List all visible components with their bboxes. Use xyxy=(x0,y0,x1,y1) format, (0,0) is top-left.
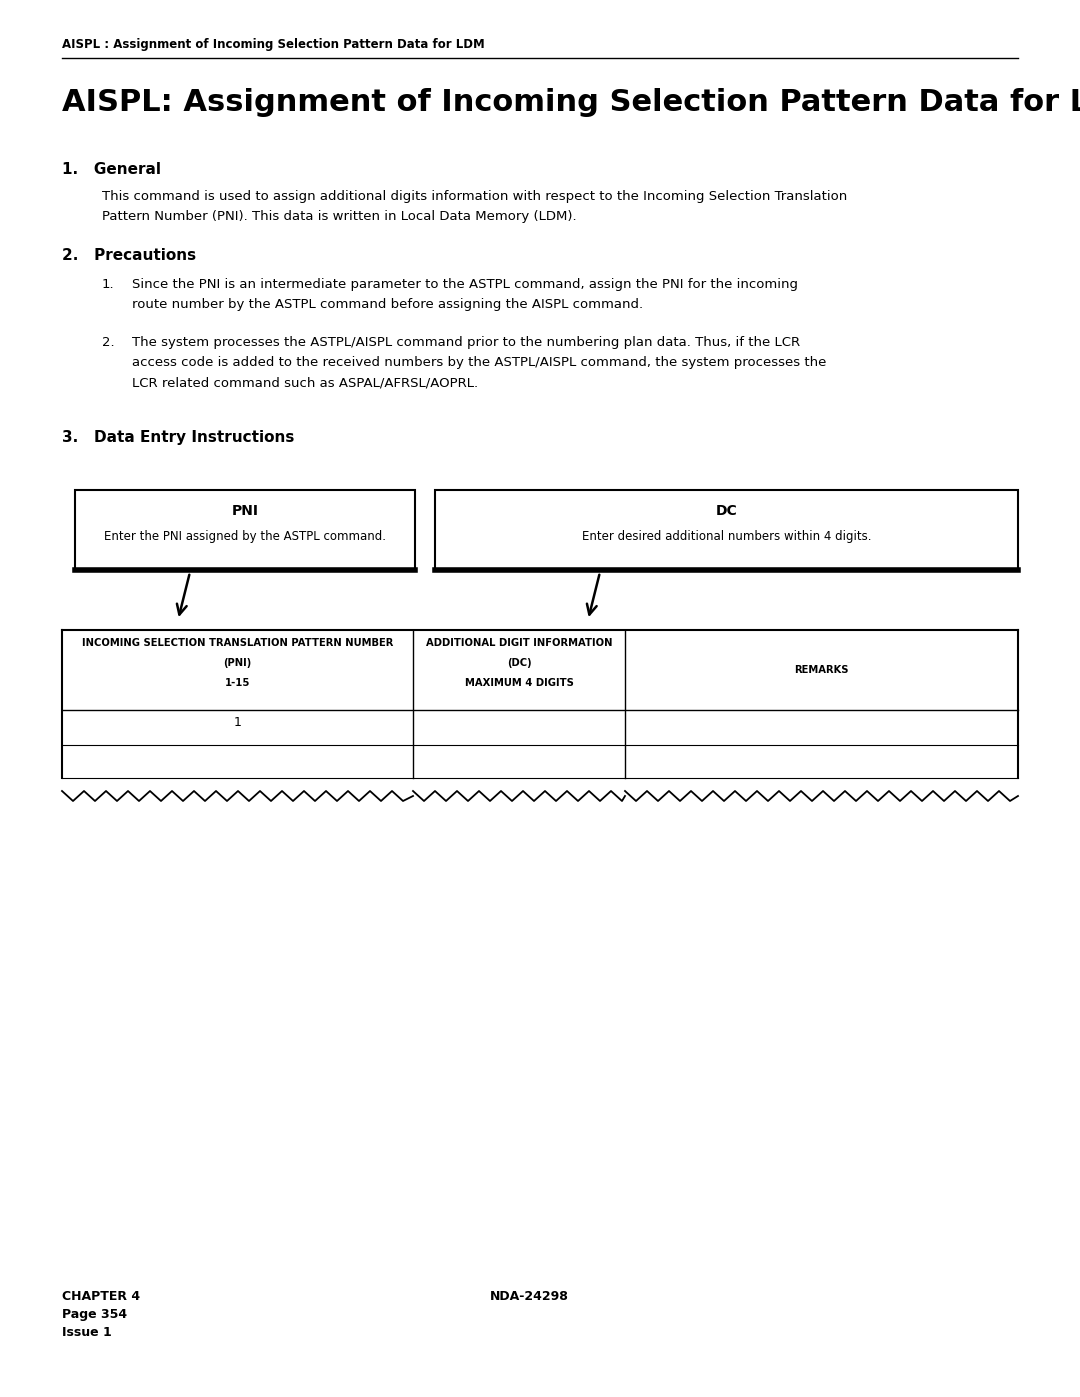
Text: The system processes the ASTPL/AISPL command prior to the numbering plan data. T: The system processes the ASTPL/AISPL com… xyxy=(132,337,800,349)
Text: (PNI): (PNI) xyxy=(224,658,252,668)
Text: LCR related command such as ASPAL/AFRSL/AOPRL.: LCR related command such as ASPAL/AFRSL/… xyxy=(132,376,478,388)
Text: 1: 1 xyxy=(233,715,242,728)
Text: ADDITIONAL DIGIT INFORMATION: ADDITIONAL DIGIT INFORMATION xyxy=(426,638,612,648)
Text: Enter the PNI assigned by the ASTPL command.: Enter the PNI assigned by the ASTPL comm… xyxy=(104,529,386,543)
Text: (DC): (DC) xyxy=(507,658,531,668)
Text: 1.: 1. xyxy=(102,278,114,291)
Text: AISPL : Assignment of Incoming Selection Pattern Data for LDM: AISPL : Assignment of Incoming Selection… xyxy=(62,38,485,52)
Text: DC: DC xyxy=(716,504,738,518)
Text: MAXIMUM 4 DIGITS: MAXIMUM 4 DIGITS xyxy=(464,678,573,687)
Text: PNI: PNI xyxy=(231,504,258,518)
Text: Issue 1: Issue 1 xyxy=(62,1326,111,1338)
Text: Enter desired additional numbers within 4 digits.: Enter desired additional numbers within … xyxy=(582,529,872,543)
Text: route number by the ASTPL command before assigning the AISPL command.: route number by the ASTPL command before… xyxy=(132,298,643,312)
Text: AISPL: Assignment of Incoming Selection Pattern Data for LDM: AISPL: Assignment of Incoming Selection … xyxy=(62,88,1080,117)
Text: Page 354: Page 354 xyxy=(62,1308,127,1322)
Text: access code is added to the received numbers by the ASTPL/AISPL command, the sys: access code is added to the received num… xyxy=(132,356,826,369)
Text: REMARKS: REMARKS xyxy=(794,665,849,675)
Text: This command is used to assign additional digits information with respect to the: This command is used to assign additiona… xyxy=(102,190,847,203)
Text: 2.   Precautions: 2. Precautions xyxy=(62,249,197,263)
Text: 3.   Data Entry Instructions: 3. Data Entry Instructions xyxy=(62,430,295,446)
Text: CHAPTER 4: CHAPTER 4 xyxy=(62,1289,140,1303)
Text: 2.: 2. xyxy=(102,337,114,349)
Text: INCOMING SELECTION TRANSLATION PATTERN NUMBER: INCOMING SELECTION TRANSLATION PATTERN N… xyxy=(82,638,393,648)
Text: 1.   General: 1. General xyxy=(62,162,161,177)
Text: 1-15: 1-15 xyxy=(225,678,251,687)
Bar xyxy=(435,490,1018,570)
Text: Since the PNI is an intermediate parameter to the ASTPL command, assign the PNI : Since the PNI is an intermediate paramet… xyxy=(132,278,798,291)
Bar xyxy=(75,490,415,570)
Text: NDA-24298: NDA-24298 xyxy=(490,1289,569,1303)
Text: Pattern Number (PNI). This data is written in Local Data Memory (LDM).: Pattern Number (PNI). This data is writt… xyxy=(102,210,577,224)
